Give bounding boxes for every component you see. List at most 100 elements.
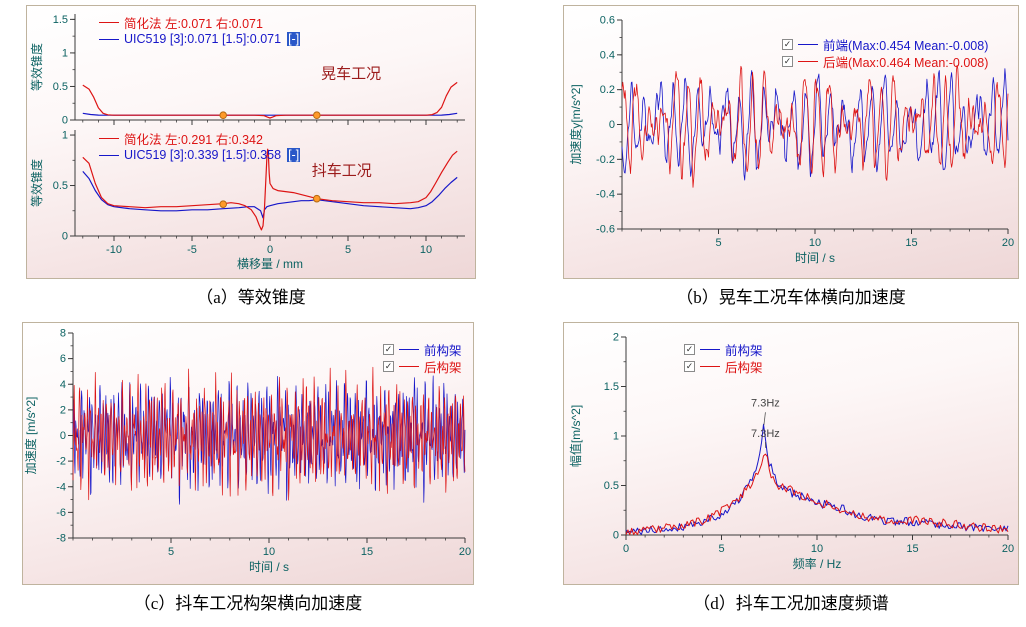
legend-label: 简化法 左:0.291 右:0.342: [124, 132, 263, 147]
legend-frame-acc: ✓ 前构架 ✓ 后构架: [383, 341, 462, 375]
legend-item-uic519: UIC519 [3]:0.071 [1.5]:0.071 [-]: [99, 31, 301, 47]
legend-checkbox[interactable]: ✓: [782, 38, 793, 50]
blue-line-swatch: [99, 154, 119, 156]
svg-text:6: 6: [60, 353, 66, 365]
svg-text:15: 15: [361, 546, 373, 558]
svg-text:8: 8: [60, 328, 66, 340]
svg-text:时间 / s: 时间 / s: [795, 251, 835, 265]
red-line-swatch: [700, 365, 720, 367]
checkmark-icon: ✓: [685, 360, 694, 371]
svg-text:20: 20: [459, 546, 471, 558]
svg-text:0.6: 0.6: [600, 15, 615, 27]
svg-text:-4: -4: [56, 481, 66, 493]
svg-text:15: 15: [906, 543, 918, 555]
svg-text:5: 5: [345, 244, 351, 256]
legend-conicity-sway: 简化法 左:0.071 右:0.071 UIC519 [3]:0.071 [1.…: [99, 14, 301, 47]
svg-text:0: 0: [609, 119, 615, 131]
checkmark-icon: ✓: [384, 343, 393, 354]
svg-text:0.5: 0.5: [53, 180, 68, 192]
legend-label: 前端(Max:0.454 Mean:-0.008): [823, 38, 989, 53]
red-line-swatch: [99, 21, 119, 23]
legend-highlight[interactable]: [-]: [287, 32, 301, 46]
caption-a: （a）等效锥度: [196, 288, 306, 307]
svg-text:5: 5: [715, 237, 721, 249]
svg-text:-6: -6: [56, 507, 66, 519]
svg-text:-8: -8: [56, 533, 66, 545]
svg-text:-5: -5: [187, 244, 197, 256]
svg-text:加速度 [m/s^2]: 加速度 [m/s^2]: [23, 397, 38, 475]
svg-text:等效锥度: 等效锥度: [29, 43, 44, 91]
legend-item-front-frame: ✓ 前构架: [684, 341, 763, 358]
svg-text:1: 1: [62, 130, 68, 142]
svg-text:5: 5: [718, 543, 724, 555]
svg-text:10: 10: [263, 546, 275, 558]
svg-text:横移量 / mm: 横移量 / mm: [237, 257, 303, 271]
red-line-swatch: [99, 137, 119, 139]
svg-text:20: 20: [1002, 543, 1014, 555]
svg-text:1.5: 1.5: [604, 381, 619, 393]
chart-panel-frame-lateral-acceleration: 5 10 15 20 -8 -6 -4 -2 0 2 4 6 8 时间 / s 加速度 [m/s^2] ✓ …: [22, 322, 474, 585]
svg-text:-0.4: -0.4: [596, 189, 615, 201]
svg-text:10: 10: [809, 237, 821, 249]
legend-label: 后构架: [725, 360, 763, 375]
checkmark-icon: ✓: [685, 343, 694, 354]
svg-text:1.5: 1.5: [53, 14, 68, 26]
legend-checkbox[interactable]: ✓: [383, 360, 394, 372]
legend-item-uic519: UIC519 [3]:0.339 [1.5]:0.358 [-]: [99, 147, 301, 163]
svg-text:0: 0: [60, 430, 66, 442]
svg-text:0: 0: [267, 244, 273, 256]
blue-line-swatch: [99, 38, 119, 40]
caption-b: （b）晃车工况车体横向加速度: [676, 288, 906, 307]
svg-text:-2: -2: [56, 456, 66, 468]
legend-checkbox[interactable]: ✓: [782, 55, 793, 67]
legend-item-front-end: ✓ 前端(Max:0.454 Mean:-0.008): [782, 36, 989, 53]
legend-item-rear-frame: ✓ 后构架: [684, 358, 763, 375]
legend-label: UIC519 [3]:0.071 [1.5]:0.071: [124, 32, 282, 46]
legend-checkbox[interactable]: ✓: [684, 343, 695, 355]
legend-conicity-shake: 简化法 左:0.291 右:0.342 UIC519 [3]:0.339 [1.…: [99, 130, 301, 163]
svg-text:0: 0: [623, 543, 629, 555]
chart-panel-equivalent-conicity: 0 0.5 1 1.5 等效锥度 晃车工况 -10 -5 0 5 10 0 0.5 1 横移量 / mm 等效…: [26, 5, 476, 279]
caption-c: （c）抖车工况构架横向加速度: [133, 594, 363, 613]
legend-item-simplified-method: 简化法 左:0.291 右:0.342: [99, 130, 300, 147]
checkmark-icon: ✓: [783, 55, 792, 66]
svg-text:5: 5: [168, 546, 174, 558]
legend-checkbox[interactable]: ✓: [383, 343, 394, 355]
red-line-swatch: [798, 60, 818, 62]
legend-highlight[interactable]: [-]: [287, 148, 301, 162]
svg-text:7.3Hz: 7.3Hz: [751, 428, 780, 440]
blue-line-swatch: [700, 348, 720, 350]
svg-text:-10: -10: [106, 244, 122, 256]
legend-item-simplified-method: 简化法 左:0.071 右:0.071: [99, 14, 300, 31]
svg-text:0.4: 0.4: [600, 49, 615, 61]
svg-text:0: 0: [62, 115, 68, 127]
svg-text:幅值[m/s^2]: 幅值[m/s^2]: [568, 405, 583, 467]
caption-d: （d）抖车工况加速度频谱: [693, 594, 889, 613]
svg-text:等效锥度: 等效锥度: [29, 159, 44, 207]
svg-text:0: 0: [613, 530, 619, 542]
conicity-chart-canvas: 0 0.5 1 1.5 等效锥度 晃车工况 -10 -5 0 5 10 0 0.5 1 横移量 / mm 等效…: [29, 14, 465, 271]
svg-text:2: 2: [60, 404, 66, 416]
svg-text:频率 / Hz: 频率 / Hz: [793, 556, 842, 571]
legend-label: UIC519 [3]:0.339 [1.5]:0.358: [124, 148, 282, 162]
legend-spectrum: ✓ 前构架 ✓ 后构架: [684, 341, 763, 375]
svg-text:0.5: 0.5: [604, 480, 619, 492]
chart-panel-acceleration-spectrum: 0 5 10 15 20 0 0.5 1 1.5 2 频率 / Hz 幅值[m/s^2] 7.3Hz 7.…: [563, 322, 1019, 585]
svg-text:10: 10: [811, 543, 823, 555]
carbody-acc-chart-canvas: 5 10 15 20 -0.6 -0.4 -0.2 0 0.2 0.4 0.6 时间 / s 加速度y[…: [568, 15, 1014, 266]
legend-item-rear-frame: ✓ 后构架: [383, 358, 462, 375]
frame-acc-chart-canvas: 5 10 15 20 -8 -6 -4 -2 0 2 4 6 8 时间 / s 加速度 [m/s^2]: [23, 328, 471, 575]
legend-checkbox[interactable]: ✓: [684, 360, 695, 372]
svg-text:2: 2: [613, 332, 619, 344]
svg-text:20: 20: [1002, 237, 1014, 249]
spectrum-chart-canvas: 0 5 10 15 20 0 0.5 1 1.5 2 频率 / Hz 幅值[m/s^2] 7.3Hz 7.…: [568, 332, 1014, 572]
svg-text:0.5: 0.5: [53, 81, 68, 93]
blue-line-swatch: [399, 348, 419, 350]
checkmark-icon: ✓: [783, 38, 792, 49]
legend-label: 后端(Max:0.464 Mean:-0.008): [823, 55, 989, 70]
svg-text:0.2: 0.2: [600, 84, 615, 96]
red-line-swatch: [399, 365, 419, 367]
legend-item-front-frame: ✓ 前构架: [383, 341, 462, 358]
legend-label: 前构架: [424, 343, 462, 358]
svg-text:1: 1: [62, 47, 68, 59]
